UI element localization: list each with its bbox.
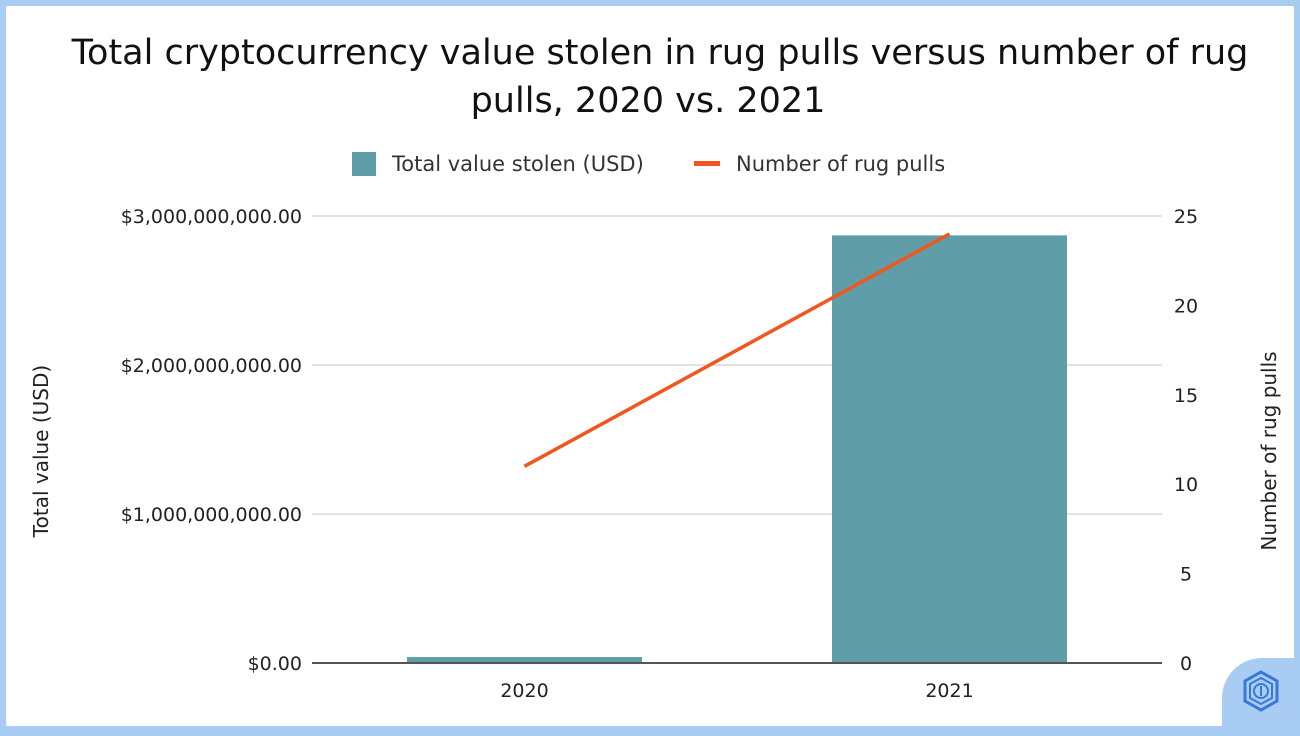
right-tick-label: 0 — [1180, 653, 1192, 675]
line-series — [523, 232, 951, 468]
left-axis-ticks: $0.00 $1,000,000,000.00 $2,000,000,000.00 $… — [121, 206, 302, 675]
right-axis-title: Number of rug pulls — [1257, 351, 1281, 550]
left-tick-label: $0.00 — [248, 653, 302, 675]
legend: Total value stolen (USD) Number of rug p… — [352, 152, 945, 176]
x-tick-label: 2021 — [925, 680, 973, 702]
legend-swatch-bar — [352, 152, 376, 176]
bar — [832, 235, 1067, 663]
legend-label-bar: Total value stolen (USD) — [391, 152, 644, 176]
legend-swatch-line — [694, 161, 720, 166]
badge — [1222, 658, 1300, 732]
chart-title-line1: Total cryptocurrency value stolen in rug… — [71, 33, 1249, 73]
right-tick-label: 20 — [1174, 295, 1198, 317]
left-tick-label: $3,000,000,000.00 — [121, 206, 302, 228]
right-tick-label: 15 — [1174, 385, 1198, 407]
right-tick-label: 5 — [1180, 564, 1192, 586]
bar — [407, 657, 642, 663]
left-tick-label: $1,000,000,000.00 — [121, 504, 302, 526]
chart-title-line2: pulls, 2020 vs. 2021 — [471, 81, 826, 121]
chart-frame — [6, 6, 1294, 726]
bars — [407, 235, 1067, 663]
hexagon-logo-icon — [1243, 670, 1279, 712]
right-axis-ticks: 0 5 10 15 20 25 — [1174, 206, 1198, 675]
series-line — [523, 232, 951, 468]
right-tick-label: 25 — [1174, 206, 1198, 228]
legend-label-line: Number of rug pulls — [736, 152, 945, 176]
left-tick-label: $2,000,000,000.00 — [121, 355, 302, 377]
right-tick-label: 10 — [1174, 474, 1198, 496]
x-axis-ticks: 2020 2021 — [500, 680, 973, 702]
x-tick-label: 2020 — [500, 680, 548, 702]
left-axis-title: Total value (USD) — [29, 365, 53, 538]
